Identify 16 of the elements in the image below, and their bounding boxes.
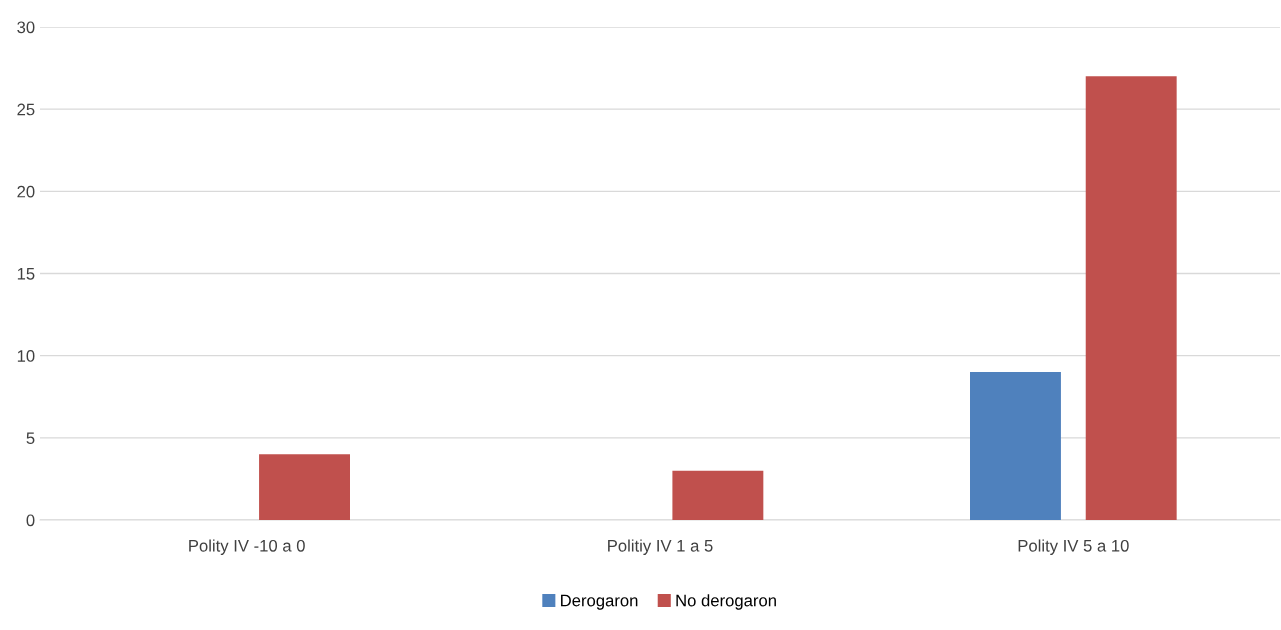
y-tick-label: 5 [26,432,35,445]
y-tick-label: 20 [17,185,35,198]
legend-label: No derogaron [676,594,776,610]
y-tick-label: 30 [17,21,35,34]
bar [970,372,1061,520]
y-tick-label: 25 [17,103,35,116]
x-tick-label: Politiy IV 1 a 5 [608,539,713,555]
bar [1085,76,1177,520]
bar [672,470,764,520]
legend-label: Derogaron [561,594,638,610]
y-tick-label: 10 [17,350,35,362]
y-tick-label: 15 [17,268,35,280]
x-tick-label: Polity IV -10 a 0 [189,539,305,555]
y-tick-label: 0 [26,514,35,527]
bar [259,454,350,520]
x-tick-label: Polity IV 5 a 10 [1018,539,1129,555]
